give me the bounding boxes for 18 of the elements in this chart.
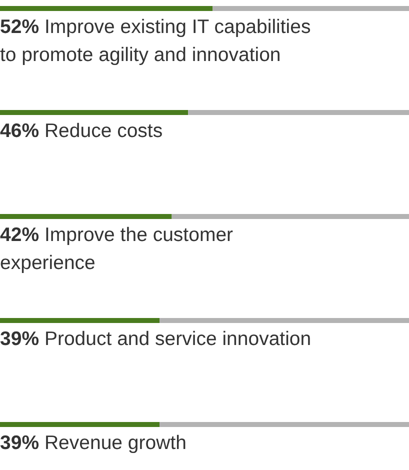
data-label: 39% (0, 328, 44, 350)
bar (160, 422, 409, 427)
data-label: 46% (0, 120, 44, 142)
bar (160, 318, 409, 323)
bar (0, 422, 160, 427)
data-label: 52% (0, 16, 44, 38)
bar (212, 6, 409, 11)
bar (0, 6, 213, 11)
data-label: 42% (0, 224, 44, 246)
bar (0, 318, 160, 323)
y-tick-label: Product and service innovation (44, 328, 312, 350)
y-tick-label: Revenue growth (44, 432, 186, 454)
data-label: 39% (0, 432, 44, 454)
y-tick-label: Reduce costs (44, 120, 163, 142)
bar (0, 110, 188, 115)
bar (0, 214, 172, 219)
bar (188, 110, 409, 115)
bar (172, 214, 409, 219)
